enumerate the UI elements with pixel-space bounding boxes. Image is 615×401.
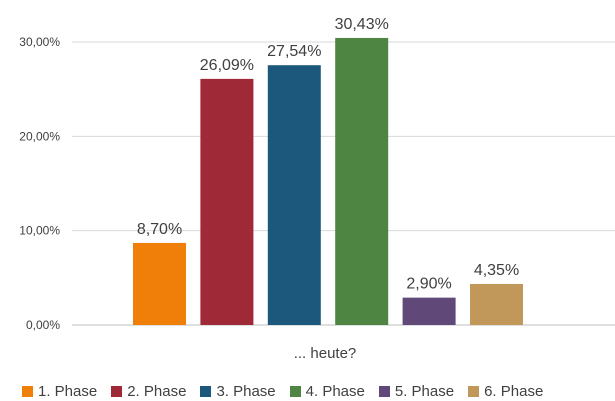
- legend-label: 5. Phase: [394, 382, 455, 400]
- legend-item: 3. Phase: [200, 382, 276, 400]
- bars: [133, 37, 523, 326]
- y-tick-label: 20,00%: [19, 129, 60, 143]
- legend-label: 2. Phase: [127, 382, 187, 400]
- legend-swatch: [200, 385, 212, 397]
- bar-chart: 0,00% 10,00% 20,00% 30,00% 8,70% 26,09% 27,54…: [19, 16, 615, 362]
- legend-label: 1. Phase: [38, 382, 98, 400]
- bar: [133, 242, 186, 325]
- y-tick-label: 30,00%: [19, 35, 60, 49]
- data-label: 2,90%: [406, 276, 451, 293]
- y-axis-ticks: 0,00% 10,00% 20,00% 30,00%: [19, 35, 60, 332]
- legend-swatch: [378, 385, 390, 397]
- legend-item: 6. Phase: [468, 383, 543, 400]
- bar: [402, 297, 456, 325]
- data-label: 26,09%: [200, 57, 254, 74]
- y-tick-label: 0,00%: [26, 318, 60, 332]
- legend-swatch: [468, 385, 480, 397]
- legend-label: 6. Phase: [484, 382, 544, 400]
- bar: [470, 283, 523, 325]
- legend-item: 2. Phase: [111, 383, 186, 400]
- legend-label: 4. Phase: [305, 382, 365, 400]
- data-label: 8,70%: [137, 221, 182, 238]
- data-label: 4,35%: [474, 262, 519, 279]
- data-labels: 8,70% 26,09% 27,54% 30,43% 2,90% 4,35%: [137, 16, 519, 293]
- y-tick-label: 10,00%: [19, 224, 60, 238]
- bar: [200, 78, 254, 325]
- x-axis-label: ... heute?: [294, 345, 357, 362]
- bar: [335, 37, 389, 326]
- legend-item: 1. Phase: [22, 383, 97, 400]
- legend-swatch: [22, 385, 33, 397]
- legend-item: 4. Phase: [289, 382, 365, 400]
- legend: 1. Phase 2. Phase 3. Phase 4. Phase 5. Phase…: [0, 381, 615, 401]
- legend-item: 5. Phase: [378, 382, 455, 400]
- legend-label: 3. Phase: [216, 382, 276, 400]
- bar: [267, 65, 321, 326]
- legend-swatch: [289, 385, 301, 397]
- data-label: 27,54%: [267, 43, 321, 60]
- data-label: 30,43%: [335, 16, 389, 33]
- legend-swatch: [111, 385, 123, 397]
